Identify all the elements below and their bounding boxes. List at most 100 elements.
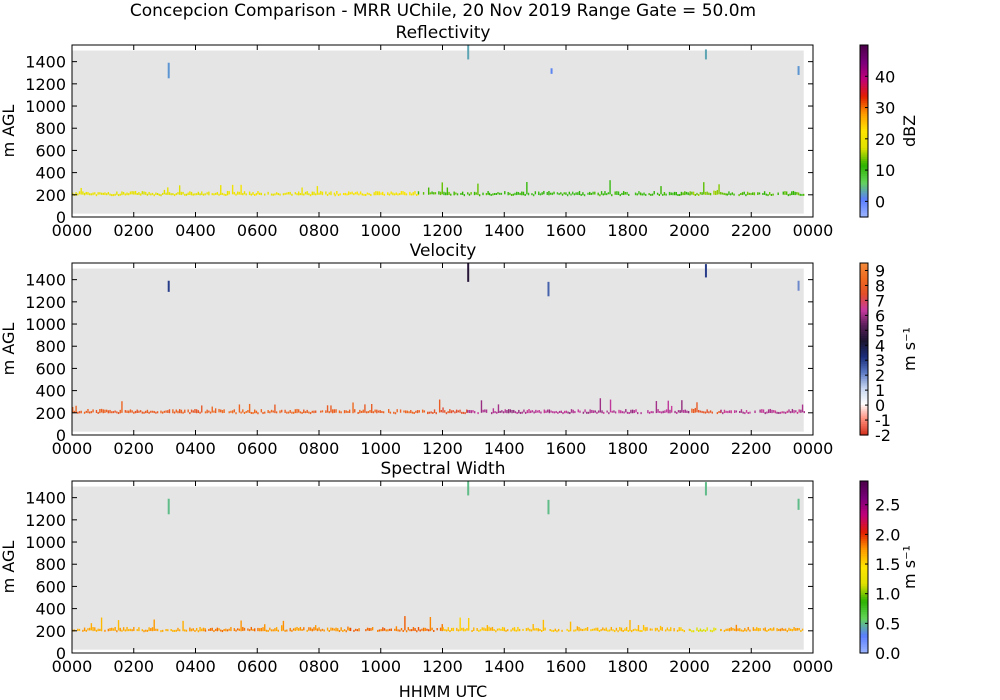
data-cell xyxy=(784,191,786,195)
data-cell xyxy=(211,627,213,631)
data-cell xyxy=(289,191,291,195)
data-cell xyxy=(274,193,276,196)
data-cell xyxy=(368,193,370,196)
data-cell xyxy=(221,630,224,633)
data-cell xyxy=(681,629,684,632)
data-cell xyxy=(148,627,150,632)
data-cell xyxy=(673,628,675,632)
data-cell xyxy=(531,193,533,196)
data-cell xyxy=(195,627,198,631)
data-cell xyxy=(762,409,765,413)
data-cell xyxy=(348,627,351,631)
colorbar-frame xyxy=(859,44,869,218)
data-cell xyxy=(521,411,523,414)
data-cell xyxy=(567,411,569,414)
data-coverage-area xyxy=(72,268,804,432)
y-tick-label: 1400 xyxy=(25,489,66,508)
data-cell xyxy=(117,620,120,631)
data-cell xyxy=(640,412,642,415)
data-cell xyxy=(430,411,432,414)
data-cell xyxy=(313,191,315,196)
data-cell xyxy=(452,627,455,632)
data-cell xyxy=(769,628,772,631)
data-cell xyxy=(594,410,596,413)
data-cell xyxy=(129,409,132,413)
colorbar-step xyxy=(860,191,868,194)
data-cell xyxy=(380,192,382,195)
data-cell xyxy=(328,192,330,195)
data-cell xyxy=(607,192,610,195)
data-cell xyxy=(146,193,149,196)
data-cell xyxy=(78,628,81,631)
data-cell xyxy=(548,409,551,414)
data-cell xyxy=(652,411,654,414)
data-cell xyxy=(757,628,760,632)
data-cell xyxy=(411,411,414,414)
data-cell xyxy=(504,191,506,195)
data-cell xyxy=(718,410,720,413)
data-cell xyxy=(561,629,563,632)
data-cell xyxy=(170,193,172,196)
colorbar-step xyxy=(860,483,868,486)
colorbar-step xyxy=(860,603,868,607)
data-cell xyxy=(162,411,164,414)
colorbar-step xyxy=(860,146,868,149)
colorbar-step xyxy=(860,212,868,216)
data-cell xyxy=(597,627,599,631)
data-cell xyxy=(260,192,263,196)
data-cell xyxy=(478,629,480,632)
data-cell xyxy=(631,409,634,414)
data-cell xyxy=(148,411,150,414)
data-cell xyxy=(353,629,355,632)
data-cell xyxy=(83,411,86,414)
data-cell xyxy=(616,191,618,195)
data-cell xyxy=(791,191,793,196)
colorbar-tick-label: 5 xyxy=(875,321,885,340)
data-cell xyxy=(660,186,662,195)
colorbar-step xyxy=(860,88,868,91)
x-tick-label: 0600 xyxy=(237,221,278,240)
data-cell xyxy=(97,628,99,632)
data-cell xyxy=(696,627,698,631)
data-cell xyxy=(424,627,426,632)
data-cell xyxy=(602,627,604,631)
data-cell xyxy=(464,629,466,632)
data-cell xyxy=(688,628,691,631)
data-cell xyxy=(220,409,222,413)
data-cell xyxy=(352,402,354,414)
data-cell xyxy=(167,410,169,413)
data-cell xyxy=(250,411,252,414)
data-cell xyxy=(338,630,341,633)
x-tick-label: 1800 xyxy=(607,657,648,676)
data-cell xyxy=(505,629,507,632)
data-cell xyxy=(642,624,645,631)
data-cell xyxy=(796,627,799,631)
data-cell xyxy=(190,628,193,632)
data-cell xyxy=(330,627,332,631)
data-cell xyxy=(289,627,291,632)
colorbar-step xyxy=(860,355,868,359)
data-cell xyxy=(725,410,727,413)
colorbar-step xyxy=(860,402,868,406)
colorbar-step xyxy=(860,90,868,93)
data-cell xyxy=(540,411,542,414)
data-cell xyxy=(706,191,708,195)
data-cell xyxy=(634,628,636,631)
data-cell xyxy=(349,192,352,195)
colorbar-step xyxy=(860,625,868,628)
data-cell xyxy=(377,629,379,632)
data-cell xyxy=(574,629,577,632)
data-cell xyxy=(208,628,210,631)
data-cell xyxy=(309,627,312,631)
data-cell xyxy=(348,409,351,414)
data-cell xyxy=(800,409,802,413)
data-cell xyxy=(367,411,370,414)
data-cell xyxy=(500,628,502,631)
data-cell xyxy=(264,624,266,632)
sparse-echo xyxy=(467,263,470,282)
data-cell xyxy=(330,405,332,413)
data-cell xyxy=(119,193,121,196)
panel-title: Reflectivity xyxy=(396,23,491,43)
data-cell xyxy=(592,410,595,414)
